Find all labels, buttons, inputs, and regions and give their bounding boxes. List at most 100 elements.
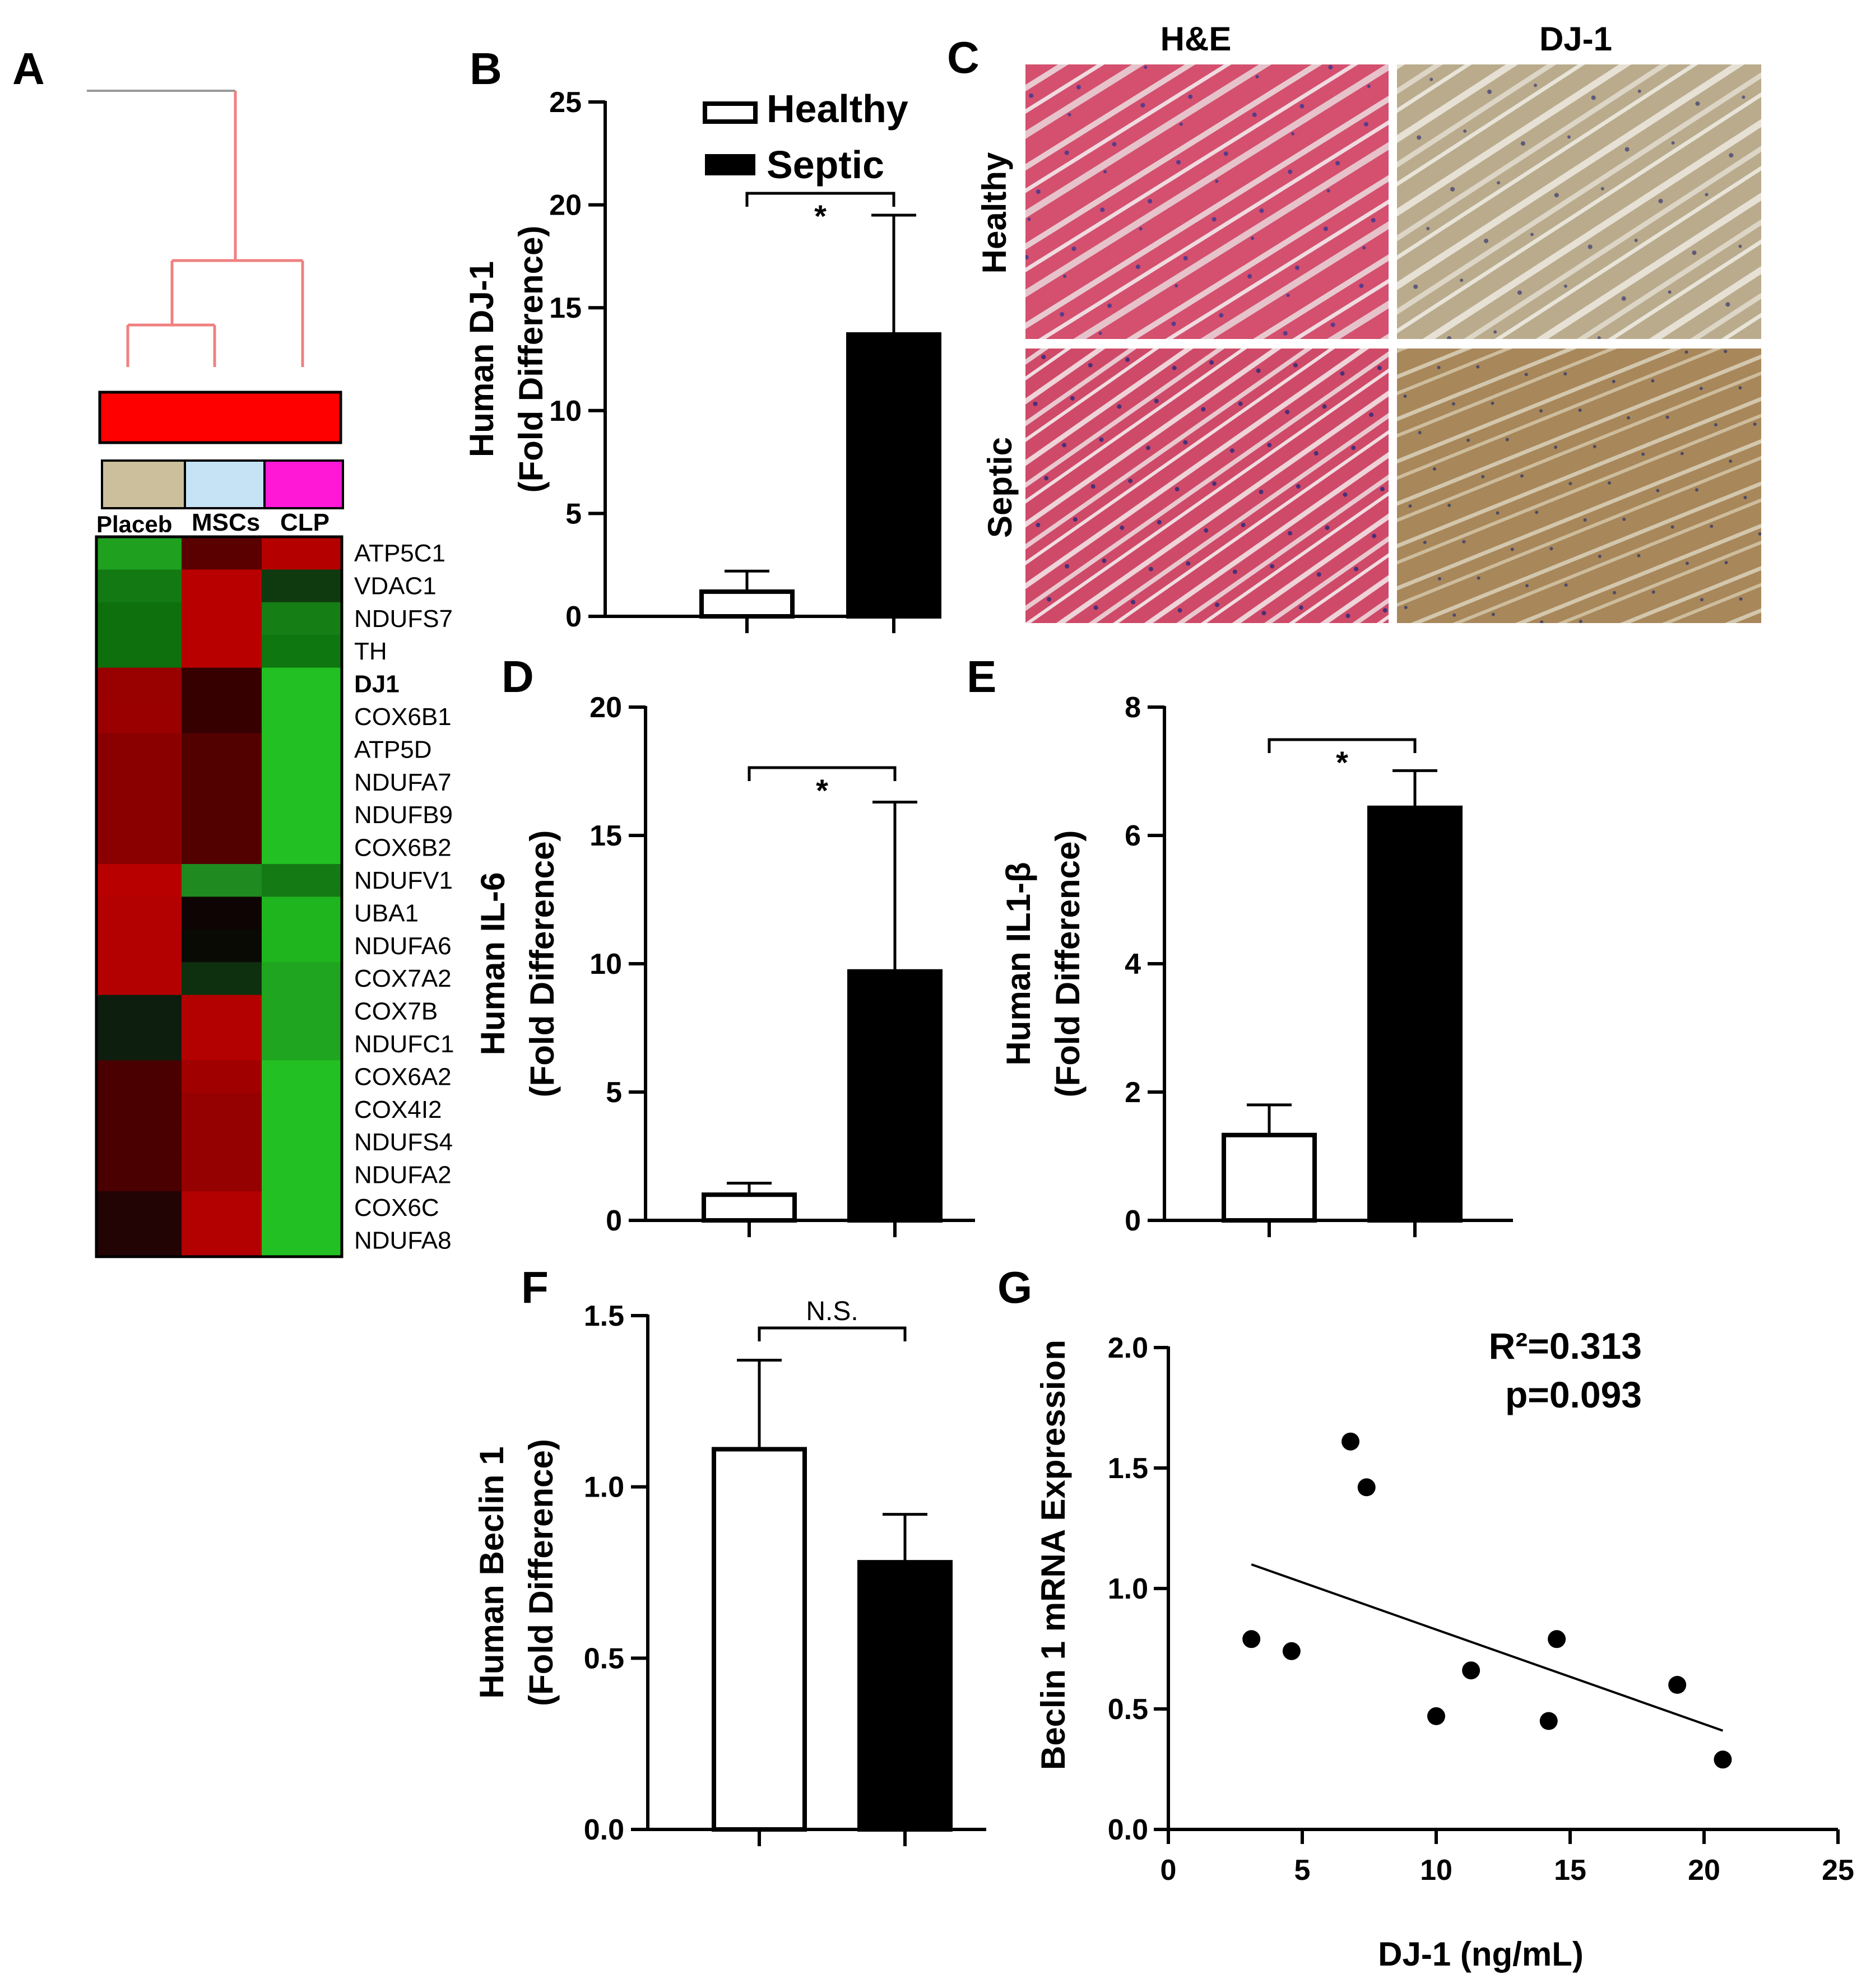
heatmap-cell — [182, 602, 262, 635]
heatmap-cell — [96, 602, 182, 635]
histology-image-healthy-dj1 — [1397, 64, 1761, 339]
bar-septic — [846, 332, 941, 619]
significance-label: * — [814, 198, 827, 234]
heatmap-cell — [96, 1224, 182, 1257]
chart-g: 0.0 0.5 1.0 1.5 2.0 0 5 10 15 20 25 DJ-1 (ng/mL) Bec… — [1034, 1325, 1854, 1973]
heatmap-border — [95, 535, 344, 1258]
bar-healthy — [1222, 1132, 1317, 1223]
histology-image-septic-dj1 — [1397, 349, 1761, 623]
heatmap-cell — [182, 864, 262, 897]
y-tick-label: 1.5 — [1108, 1452, 1148, 1485]
y-tick-label: 0.5 — [584, 1642, 624, 1675]
panel-label-c: C — [947, 32, 980, 82]
chart-b: 0 5 10 15 20 25 Human DJ-1 (Fold Difference) * — [463, 86, 941, 633]
heatmap-gene-label: NDUFV1 — [354, 867, 453, 894]
heatmap-cell — [96, 929, 182, 963]
y-tick-label: 5 — [606, 1076, 622, 1109]
bar-septic — [857, 1560, 953, 1832]
significance-bracket — [1268, 738, 1417, 753]
heatmap-cell — [182, 733, 262, 767]
heatmap-cell — [182, 831, 262, 865]
heatmap-column-label: MSCs — [192, 509, 260, 536]
heatmap-cell — [96, 1191, 182, 1224]
heatmap-gene-label: COX4I2 — [354, 1096, 442, 1123]
heatmap-gene-label: NDUFS4 — [354, 1128, 453, 1156]
y-tick-label: 15 — [589, 820, 622, 852]
y-tick-label: 20 — [549, 189, 582, 222]
heatmap-cell — [96, 667, 182, 701]
heatmap-cell — [96, 864, 182, 897]
heatmap-cell — [96, 831, 182, 865]
significance-label: N.S. — [806, 1297, 858, 1326]
heatmap-cell — [182, 962, 262, 996]
heatmap-cell — [96, 569, 182, 603]
heatmap-cell — [182, 1126, 262, 1159]
heatmap-cell — [262, 537, 342, 570]
heatmap-cell — [182, 897, 262, 930]
y-tick-label: 0.0 — [584, 1814, 624, 1846]
heatmap-cell — [262, 897, 342, 930]
significance-label: * — [1336, 745, 1348, 780]
y-axis-label: Beclin 1 mRNA Expression — [1034, 1340, 1072, 1770]
heatmap-cell — [262, 798, 342, 832]
y-axis-label: (Fold Difference) — [512, 226, 550, 493]
heatmap-gene-label: DJ1 — [354, 671, 400, 698]
heatmap-cell — [96, 962, 182, 996]
panel-label-a: A — [12, 44, 45, 94]
heatmap-cell — [182, 765, 262, 799]
scatter-point — [1668, 1676, 1687, 1694]
heatmap-cell — [262, 1028, 342, 1061]
heatmap-cell — [96, 1060, 182, 1094]
heatmap-cell — [182, 700, 262, 733]
heatmap-cell — [262, 962, 342, 996]
histology-image-septic-he — [1025, 349, 1389, 623]
x-tick-label: 20 — [1688, 1854, 1720, 1887]
heatmap-cell — [182, 1158, 262, 1192]
chart-e: 0 2 4 6 8 Human IL1-β (Fold Difference) * — [1000, 691, 1513, 1237]
heatmap-cell — [96, 1126, 182, 1159]
heatmap-cell — [96, 1158, 182, 1192]
panel-label-d: D — [502, 652, 534, 702]
heatmap-gene-label: NDUFA7 — [354, 769, 452, 796]
chart-f: 0.0 0.5 1.0 1.5 Human Beclin 1 (Fold Differen… — [473, 1297, 986, 1846]
heatmap-cell — [96, 798, 182, 832]
panel-label-f: F — [521, 1262, 549, 1312]
panel-label-b: B — [470, 44, 502, 94]
legend-swatch-septic — [705, 154, 755, 175]
histology-column-dj1: DJ-1 — [1539, 20, 1612, 58]
x-axis-label: DJ-1 (ng/mL) — [1378, 1935, 1584, 1973]
y-axis-label: (Fold Difference) — [1049, 830, 1087, 1098]
group-bar-mscs — [184, 459, 266, 509]
y-tick-label: 1.5 — [584, 1300, 624, 1332]
heatmap-cell — [182, 1224, 262, 1257]
bar-healthy — [702, 1192, 797, 1223]
legend: Healthy Septic — [703, 87, 908, 187]
heatmap-cell — [182, 929, 262, 963]
y-tick-label: 0 — [606, 1205, 622, 1237]
heatmap-cell — [182, 1028, 262, 1061]
heatmap-gene-label: NDUFA6 — [354, 932, 452, 960]
heatmap-cell — [96, 995, 182, 1028]
y-tick-label: 1.0 — [584, 1471, 624, 1504]
heatmap-cell — [182, 537, 262, 570]
bar-septic — [847, 969, 943, 1223]
heatmap-gene-label: ATP5D — [354, 736, 432, 763]
y-tick-label: 8 — [1125, 691, 1141, 724]
heatmap-cell — [262, 1158, 342, 1192]
heatmap-cell — [262, 733, 342, 767]
significance-bracket — [745, 192, 895, 207]
scatter-point — [1357, 1478, 1376, 1497]
heatmap-cell — [182, 1093, 262, 1126]
heatmap-cell — [96, 897, 182, 930]
heatmap-cell — [262, 1126, 342, 1159]
y-tick-label: 2.0 — [1108, 1332, 1148, 1364]
histology-row-septic: Septic — [981, 437, 1019, 538]
y-tick-label: 20 — [589, 691, 622, 724]
scatter-point — [1548, 1630, 1566, 1648]
heatmap-gene-label: NDUFC1 — [354, 1030, 454, 1058]
significance-bracket — [748, 766, 897, 781]
y-tick-label: 25 — [549, 86, 582, 119]
panel-label-e: E — [967, 652, 996, 702]
scatter-point — [1242, 1630, 1261, 1648]
